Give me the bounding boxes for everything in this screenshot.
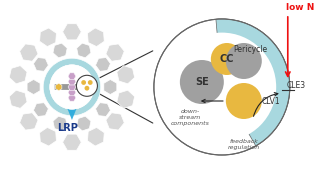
Polygon shape	[63, 134, 81, 150]
Polygon shape	[106, 113, 124, 130]
Polygon shape	[77, 116, 91, 131]
Text: CC: CC	[220, 54, 234, 64]
Polygon shape	[9, 90, 27, 108]
Text: CLE3: CLE3	[287, 80, 306, 89]
Polygon shape	[68, 78, 76, 85]
Polygon shape	[106, 44, 124, 61]
Circle shape	[226, 83, 262, 119]
Circle shape	[76, 75, 97, 96]
Polygon shape	[68, 94, 76, 101]
Polygon shape	[104, 79, 117, 94]
Polygon shape	[68, 89, 76, 96]
Polygon shape	[68, 78, 76, 85]
Polygon shape	[95, 58, 110, 71]
Polygon shape	[40, 28, 56, 47]
Polygon shape	[53, 43, 67, 58]
Polygon shape	[82, 83, 88, 91]
Polygon shape	[33, 103, 48, 116]
Polygon shape	[68, 94, 76, 101]
Polygon shape	[20, 113, 38, 130]
Polygon shape	[82, 83, 88, 91]
Polygon shape	[20, 44, 38, 61]
Circle shape	[180, 60, 224, 104]
Text: Pericycle: Pericycle	[233, 44, 267, 54]
Text: LRP: LRP	[58, 123, 78, 133]
Wedge shape	[216, 19, 290, 146]
Polygon shape	[68, 84, 76, 90]
Ellipse shape	[63, 83, 81, 97]
Circle shape	[88, 80, 93, 85]
Polygon shape	[40, 127, 56, 146]
Polygon shape	[53, 116, 67, 131]
Circle shape	[50, 65, 94, 109]
Polygon shape	[59, 74, 85, 120]
Polygon shape	[77, 43, 91, 58]
Circle shape	[211, 43, 243, 75]
Text: SE: SE	[195, 77, 209, 87]
Polygon shape	[56, 83, 62, 91]
Polygon shape	[95, 103, 110, 116]
Polygon shape	[56, 83, 62, 91]
FancyBboxPatch shape	[55, 84, 89, 90]
Text: CLV1: CLV1	[262, 96, 280, 106]
Polygon shape	[68, 73, 76, 80]
Polygon shape	[68, 73, 76, 80]
Text: feedback
regulation: feedback regulation	[228, 139, 260, 150]
Polygon shape	[68, 84, 76, 90]
Polygon shape	[27, 79, 40, 94]
Polygon shape	[33, 58, 48, 71]
Circle shape	[81, 80, 86, 85]
Circle shape	[85, 86, 89, 91]
Circle shape	[50, 65, 94, 109]
Circle shape	[168, 33, 276, 141]
FancyBboxPatch shape	[55, 84, 89, 90]
Polygon shape	[68, 89, 76, 96]
Circle shape	[226, 43, 262, 79]
Polygon shape	[87, 127, 104, 146]
Polygon shape	[117, 66, 135, 84]
Text: low N: low N	[286, 3, 314, 12]
Text: down-
stream
components: down- stream components	[170, 109, 209, 126]
Polygon shape	[87, 28, 104, 47]
Polygon shape	[63, 24, 81, 40]
Polygon shape	[9, 66, 27, 84]
Circle shape	[43, 58, 101, 116]
Circle shape	[154, 19, 290, 155]
Polygon shape	[117, 90, 135, 108]
